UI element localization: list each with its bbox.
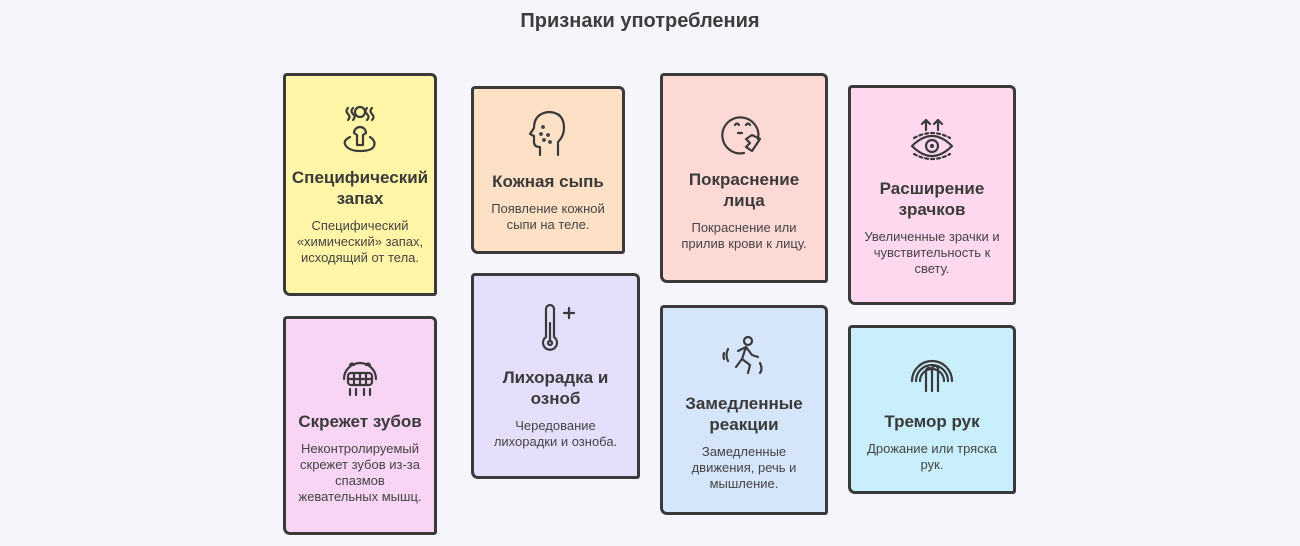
person-odor-icon — [334, 103, 386, 155]
card-title: Тремор рук — [884, 411, 980, 431]
card-pupil-dilation: Расширение зрачков Увеличенные зрачки и … — [848, 85, 1016, 305]
flushed-face-icon — [718, 105, 770, 157]
card-fever-chills: Лихорадка и озноб Чередование лихорадки … — [471, 273, 640, 479]
card-text: Чередование лихорадки и озноба. — [493, 417, 618, 449]
trembling-hand-icon — [906, 347, 958, 399]
card-title: Лихорадка и озноб — [502, 367, 609, 408]
card-title: Расширение зрачков — [879, 178, 985, 219]
card-text: Специфический «химический» запах, исходя… — [296, 218, 424, 265]
card-title: Покраснение лица — [688, 169, 800, 210]
card-teeth-grinding: Скрежет зубов Неконтролируемый скрежет з… — [283, 316, 437, 535]
thermometer-icon — [530, 303, 582, 355]
head-rash-icon — [522, 107, 574, 159]
card-text: Покраснение или прилив крови к лицу. — [681, 219, 807, 251]
card-title: Скрежет зубов — [298, 411, 422, 431]
page-title: Признаки употребления — [520, 10, 760, 32]
dilated-eye-icon — [906, 114, 958, 166]
card-text: Дрожание или тряска рук. — [867, 440, 997, 472]
card-title: Специфический запах — [291, 168, 429, 208]
grinding-teeth-icon — [334, 347, 386, 399]
card-specific-odor: Специфический запах Специфический «химич… — [283, 73, 437, 296]
card-title: Замедленные реакции — [685, 393, 803, 434]
card-text: Увеличенные зрачки и чувствительность к … — [864, 228, 1000, 276]
card-text: Появление кожной сыпи на теле. — [491, 201, 605, 232]
card-skin-rash: Кожная сыпь Появление кожной сыпи на тел… — [471, 86, 625, 254]
card-face-redness: Покраснение лица Покраснение или прилив … — [660, 73, 828, 283]
card-text: Замедленные движения, речь и мышление. — [691, 443, 797, 491]
card-slow-reactions: Замедленные реакции Замедленные движения… — [660, 305, 828, 515]
card-hand-tremor: Тремор рук Дрожание или тряска рук. — [848, 325, 1016, 494]
card-text: Неконтролируемый скрежет зубов из-за спа… — [298, 440, 422, 504]
card-title: Кожная сыпь — [492, 172, 604, 191]
running-person-icon — [718, 329, 770, 381]
